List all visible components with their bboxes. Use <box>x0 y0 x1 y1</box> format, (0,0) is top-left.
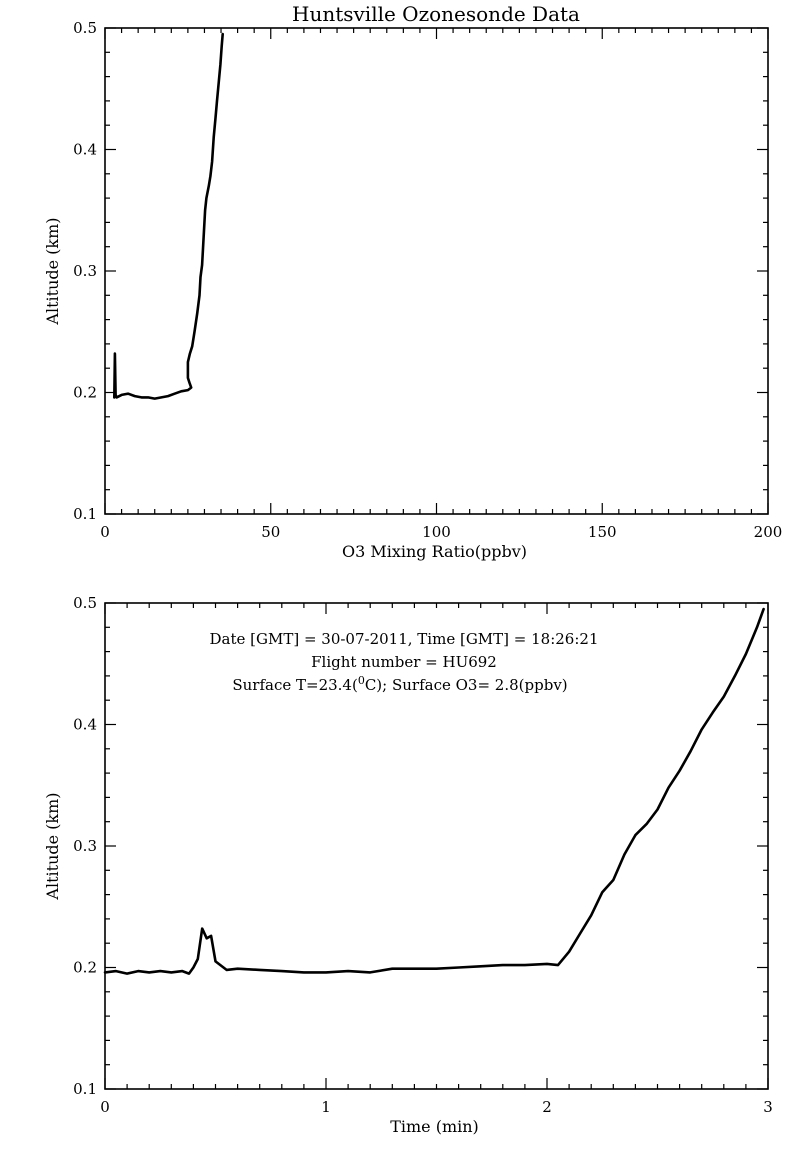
y-tick-label: 0.2 <box>73 959 97 977</box>
x-tick-label: 1 <box>321 1098 331 1116</box>
y-tick-label: 0.3 <box>73 837 97 855</box>
x-tick-label: 150 <box>588 523 617 541</box>
y-axis-label: Altitude (km) <box>43 792 62 900</box>
x-tick-label: 50 <box>261 523 280 541</box>
y-tick-label: 0.5 <box>73 19 97 37</box>
time-profile-panel: 0 1 2 3 0.1 0.2 0.3 0.4 0.5 Time (min) Altitude (k… <box>43 594 773 1136</box>
profile-line <box>113 32 224 400</box>
y-axis-label: Altitude (km) <box>43 217 62 325</box>
x-tick-label: 3 <box>763 1098 773 1116</box>
ozone-profile-panel: 0 50 100 150 200 0.1 0.2 0.3 0.4 0.5 O3 Mixing Rat… <box>43 19 782 561</box>
x-tick-label: 0 <box>100 1098 110 1116</box>
y-tick-label: 0.3 <box>73 262 97 280</box>
y-tick-label: 0.5 <box>73 594 97 612</box>
x-axis-label: O3 Mixing Ratio(ppbv) <box>342 542 527 561</box>
plot-frame <box>104 27 769 515</box>
y-tick-label: 0.2 <box>73 384 97 402</box>
y-tick-label: 0.1 <box>73 1080 97 1098</box>
profile-line <box>103 607 765 975</box>
y-tick-label: 0.4 <box>73 141 97 159</box>
surface-o3-label: C); Surface O3= 2.8(ppbv) <box>365 676 568 694</box>
y-tick-label: 0.1 <box>73 505 97 523</box>
chart-title: Huntsville Ozonesonde Data <box>292 2 580 26</box>
annotation-surface-values: Surface T=23.4(0C); Surface O3= 2.8(ppbv… <box>232 674 567 694</box>
x-tick-label: 0 <box>100 523 110 541</box>
x-tick-label: 100 <box>422 523 451 541</box>
degree-superscript: 0 <box>358 674 365 687</box>
x-tick-label: 2 <box>542 1098 552 1116</box>
x-axis-label: Time (min) <box>390 1117 479 1136</box>
annotation-flight-number: Flight number = HU692 <box>311 653 497 671</box>
y-tick-label: 0.4 <box>73 716 97 734</box>
annotation-date-time: Date [GMT] = 30-07-2011, Time [GMT] = 18… <box>209 630 598 648</box>
surface-temp-label: Surface T=23.4( <box>232 676 357 694</box>
x-tick-label: 200 <box>754 523 783 541</box>
